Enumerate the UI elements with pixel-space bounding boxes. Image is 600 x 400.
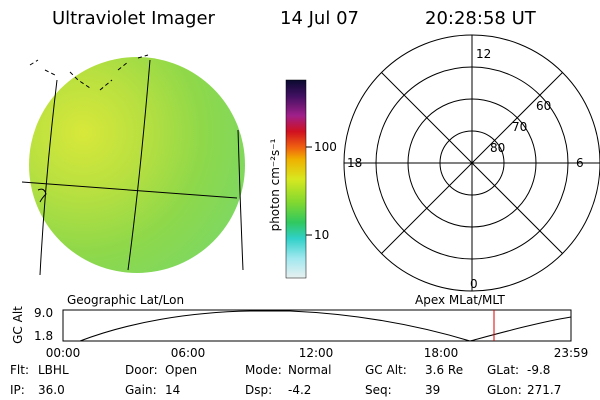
- colorbar: 100 10 photon cm⁻²s⁻¹: [268, 79, 337, 279]
- footer-value: 36.0: [38, 383, 65, 397]
- time: 20:28:58 UT: [425, 8, 537, 29]
- colorbar-tick: 100: [314, 140, 337, 154]
- footer-label: GC Alt:: [365, 363, 407, 377]
- footer-label: GLat:: [487, 363, 519, 377]
- plot-title: Apex MLat/MLT: [415, 293, 505, 307]
- x-tick-label: 18:00: [424, 346, 459, 360]
- mlat-label: 80: [490, 141, 505, 155]
- footer-label: Gain:: [125, 383, 157, 397]
- footer-label: IP:: [10, 383, 25, 397]
- mlat-label: 70: [512, 120, 527, 134]
- footer-label: Door:: [125, 363, 158, 377]
- footer: Flt: LBHL Door: Open Mode: Normal GC Alt: 3.6 R…: [10, 363, 561, 397]
- footer-label: Flt:: [10, 363, 29, 377]
- mlt-label: 0: [470, 277, 478, 291]
- footer-value: Normal: [288, 363, 331, 377]
- footer-value: 39: [425, 383, 440, 397]
- date: 14 Jul 07: [280, 8, 359, 29]
- mlt-label: 6: [576, 156, 584, 170]
- y-tick-label: 9.0: [34, 306, 53, 320]
- x-tick-label: 00:00: [46, 346, 81, 360]
- colorbar-tick: 10: [314, 228, 329, 242]
- footer-value: -4.2: [288, 383, 311, 397]
- footer-label: Seq:: [365, 383, 392, 397]
- x-tick-label: 06:00: [171, 346, 206, 360]
- footer-value: 271.7: [527, 383, 561, 397]
- footer-value: LBHL: [38, 363, 69, 377]
- x-tick-label: 12:00: [299, 346, 334, 360]
- footer-label: Mode:: [245, 363, 282, 377]
- plot-title: Geographic Lat/Lon: [67, 293, 184, 307]
- polar-grid: [343, 34, 600, 292]
- x-tick-label: 23:59: [554, 346, 589, 360]
- colorbar-label: photon cm⁻²s⁻¹: [268, 138, 282, 231]
- footer-value: -9.8: [527, 363, 550, 377]
- orbit-plot: [62, 309, 572, 342]
- footer-value: Open: [165, 363, 197, 377]
- footer-label: Dsp:: [245, 383, 272, 397]
- mlat-label: 60: [536, 99, 551, 113]
- y-tick-label: 1.8: [34, 329, 53, 343]
- y-label: GC Alt: [11, 306, 25, 344]
- footer-value: 3.6 Re: [425, 363, 463, 377]
- uv-image: [21, 54, 245, 276]
- footer-value: 14: [165, 383, 180, 397]
- mlt-label: 12: [476, 47, 491, 61]
- footer-label: GLon:: [487, 383, 522, 397]
- title: Ultraviolet Imager: [52, 8, 216, 29]
- mlt-label: 18: [347, 156, 362, 170]
